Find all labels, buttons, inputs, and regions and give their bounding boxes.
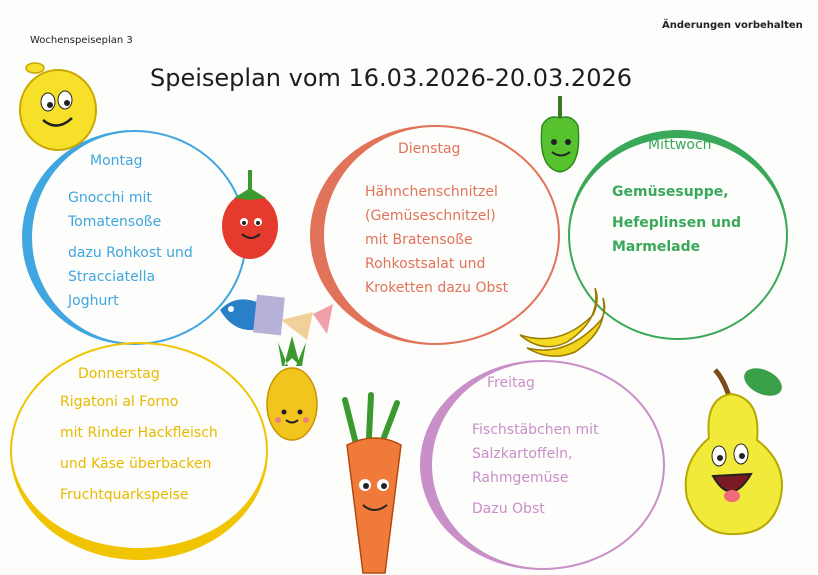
meal-line: (Gemüseschnitzel) [365, 208, 496, 224]
meal-line: Fruchtquarkspeise [60, 487, 189, 503]
tomato-icon [222, 170, 278, 259]
page-title: Speiseplan vom 16.03.2026-20.03.2026 [150, 64, 633, 92]
meal-line: Kroketten dazu Obst [365, 280, 509, 296]
fish-icon [220, 294, 333, 340]
meal-line: und Käse überbacken [60, 456, 212, 472]
pear-icon [684, 368, 783, 536]
meal-line: mit Rinder Hackfleisch [60, 425, 218, 441]
plan-number: Wochenspeiseplan 3 [30, 35, 133, 46]
lemon-icon [19, 62, 97, 151]
banana-icon [519, 287, 606, 357]
carrot-icon [342, 392, 402, 574]
meal-line: Rahmgemüse [472, 470, 569, 486]
meal-line: Rigatoni al Forno [60, 394, 179, 410]
meal-line: Salzkartoffeln, [472, 446, 573, 462]
meal-line: Marmelade [612, 239, 701, 255]
meal-line: Gemüsesuppe, [612, 184, 729, 200]
changes-notice: Änderungen vorbehalten [662, 20, 803, 31]
meal-line: dazu Rohkost und [68, 245, 193, 261]
pepper-icon [540, 96, 580, 173]
meal-line: mit Bratensoße [365, 232, 473, 248]
meal-line: Hähnchenschnitzel [365, 184, 498, 200]
meal-line: Fischstäbchen mit [472, 422, 599, 438]
meal-line: Joghurt [68, 293, 119, 309]
day-title: Donnerstag [78, 366, 160, 382]
meal-line: Gnocchi mit [68, 190, 152, 206]
meal-line: Tomatensoße [68, 214, 162, 230]
day-title: Dienstag [398, 141, 461, 157]
day-title: Mittwoch [648, 137, 712, 153]
day-title: Freitag [487, 375, 535, 391]
meal-line: Hefeplinsen und [612, 215, 742, 231]
day-title: Montag [90, 153, 143, 169]
meal-line: Stracciatella [68, 269, 156, 285]
meal-line: Rohkostsalat und [365, 256, 486, 272]
pineapple-icon [266, 336, 318, 441]
meal-line: Dazu Obst [472, 501, 545, 517]
mittwoch-circle [568, 130, 788, 340]
